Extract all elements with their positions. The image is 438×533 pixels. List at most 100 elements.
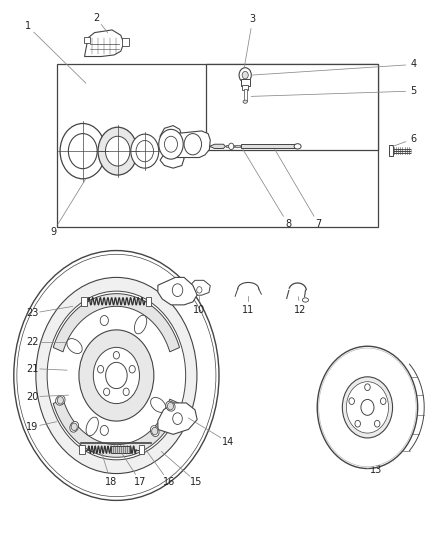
Circle shape [113, 351, 120, 359]
Polygon shape [160, 151, 184, 168]
Text: 21: 21 [26, 364, 38, 374]
Text: 18: 18 [105, 477, 117, 487]
Bar [206, 64, 378, 150]
Circle shape [100, 425, 109, 435]
Text: 10: 10 [193, 305, 205, 315]
Bar [79, 446, 85, 454]
Circle shape [374, 421, 380, 427]
Text: 17: 17 [134, 477, 147, 487]
Bar [111, 446, 131, 454]
Circle shape [152, 427, 158, 435]
Text: 6: 6 [410, 134, 417, 144]
Text: 8: 8 [285, 219, 291, 229]
Text: 14: 14 [222, 437, 234, 447]
Circle shape [106, 136, 130, 166]
Circle shape [100, 316, 109, 326]
Circle shape [47, 291, 186, 460]
Circle shape [197, 287, 202, 293]
Circle shape [106, 362, 127, 389]
Circle shape [361, 399, 374, 415]
Circle shape [239, 68, 251, 83]
Text: 12: 12 [293, 305, 306, 315]
Polygon shape [175, 131, 210, 158]
Ellipse shape [70, 422, 78, 432]
Circle shape [346, 382, 389, 433]
Circle shape [60, 124, 106, 179]
Circle shape [123, 388, 129, 395]
Circle shape [14, 251, 219, 500]
Circle shape [98, 127, 138, 175]
Text: 3: 3 [250, 14, 256, 25]
Circle shape [355, 421, 360, 427]
Circle shape [381, 398, 386, 405]
Bar [57, 64, 378, 227]
Polygon shape [209, 144, 226, 149]
Polygon shape [53, 399, 180, 457]
Circle shape [129, 366, 135, 373]
Polygon shape [158, 277, 197, 305]
Circle shape [36, 277, 197, 473]
Circle shape [172, 284, 183, 296]
Text: 16: 16 [162, 477, 175, 487]
Polygon shape [160, 126, 182, 146]
Circle shape [365, 384, 370, 391]
Text: 11: 11 [242, 305, 254, 315]
Text: 23: 23 [26, 308, 38, 318]
Polygon shape [53, 294, 180, 352]
Bar [226, 146, 234, 148]
Circle shape [79, 330, 154, 421]
Circle shape [167, 402, 173, 410]
Text: 1: 1 [25, 21, 31, 31]
Text: 7: 7 [315, 219, 321, 229]
Text: 22: 22 [26, 337, 39, 347]
Text: 5: 5 [410, 86, 417, 96]
Bar [389, 146, 393, 156]
Circle shape [343, 377, 392, 438]
Ellipse shape [67, 338, 82, 353]
Bar [84, 37, 90, 43]
Bar [235, 146, 240, 148]
Ellipse shape [166, 401, 175, 411]
Polygon shape [158, 403, 197, 434]
Circle shape [229, 143, 234, 150]
Circle shape [319, 348, 416, 467]
Circle shape [349, 398, 354, 405]
Circle shape [164, 136, 177, 152]
Ellipse shape [302, 298, 308, 302]
Ellipse shape [294, 144, 301, 149]
Circle shape [242, 71, 248, 79]
Circle shape [71, 423, 77, 431]
Ellipse shape [151, 398, 166, 413]
Text: 13: 13 [370, 465, 382, 474]
Text: 15: 15 [190, 477, 202, 487]
Text: 2: 2 [93, 13, 99, 23]
Bar [146, 297, 151, 305]
Polygon shape [85, 30, 124, 56]
Text: 9: 9 [50, 227, 56, 237]
Text: 19: 19 [26, 422, 38, 432]
Circle shape [103, 388, 110, 395]
Circle shape [98, 366, 104, 373]
Circle shape [17, 254, 216, 497]
Circle shape [57, 397, 64, 404]
Polygon shape [188, 280, 210, 295]
Circle shape [173, 413, 182, 424]
Ellipse shape [134, 315, 147, 334]
Circle shape [184, 134, 201, 155]
Circle shape [317, 346, 418, 469]
Ellipse shape [243, 100, 247, 103]
Circle shape [68, 134, 97, 168]
Circle shape [93, 348, 139, 403]
Bar [241, 79, 250, 86]
Ellipse shape [86, 417, 99, 436]
Ellipse shape [56, 395, 65, 405]
Ellipse shape [150, 426, 159, 437]
Bar [244, 89, 247, 101]
Circle shape [159, 130, 183, 159]
Circle shape [136, 141, 153, 162]
Bar [81, 297, 87, 305]
Circle shape [131, 134, 159, 168]
Text: 4: 4 [410, 60, 417, 69]
Text: 20: 20 [26, 392, 38, 402]
Bar [242, 85, 248, 90]
